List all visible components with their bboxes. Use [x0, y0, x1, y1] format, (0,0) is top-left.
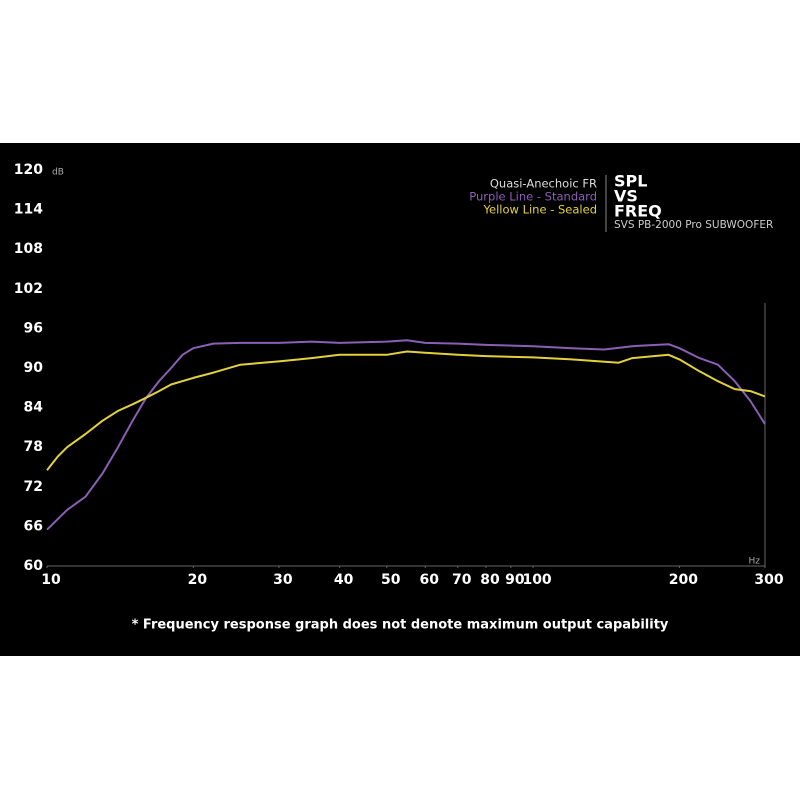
subtitle: SVS PB-2000 Pro SUBWOOFER — [614, 219, 773, 231]
y-tick-label: 108 — [14, 241, 43, 257]
y-tick-label: 78 — [24, 439, 43, 455]
y-tick-label: 60 — [24, 558, 44, 574]
y-tick-label: 120 — [14, 162, 43, 178]
footnote: * Frequency response graph does not deno… — [132, 618, 669, 633]
y-tick-label: 114 — [14, 202, 43, 218]
series-line — [46, 339, 766, 531]
x-tick-label: 50 — [381, 572, 401, 588]
y-tick-label: 90 — [24, 360, 44, 376]
series-line — [46, 350, 766, 471]
title-line: SPL — [614, 172, 647, 191]
x-tick-label: 200 — [669, 572, 698, 588]
x-tick-label: 20 — [188, 572, 208, 588]
y-tick-label: 84 — [24, 400, 44, 416]
x-tick-label: 90 — [505, 572, 525, 588]
y-tick-label: 96 — [24, 320, 43, 336]
y-tick-label: 102 — [14, 281, 43, 297]
title-line: VS — [614, 187, 638, 206]
x-tick-label: 70 — [452, 572, 472, 588]
title-line: FREQ — [614, 202, 662, 221]
x-tick-label: 80 — [480, 572, 500, 588]
x-unit: Hz — [749, 557, 761, 567]
y-tick-label: 66 — [24, 518, 43, 534]
x-tick-label: 60 — [420, 572, 440, 588]
x-tick-label: 40 — [334, 572, 354, 588]
x-tick-label: 100 — [522, 572, 551, 588]
x-tick-label: 300 — [754, 572, 783, 588]
x-tick-label: 30 — [273, 572, 293, 588]
legend-entry: Purple Line - Standard — [469, 190, 597, 204]
y-unit: dB — [52, 168, 64, 178]
legend-title: Quasi-Anechoic FR — [490, 177, 597, 191]
legend-entry: Yellow Line - Sealed — [483, 203, 597, 217]
y-tick-label: 72 — [24, 479, 43, 495]
chart-background — [0, 143, 800, 656]
x-tick-label: 10 — [41, 572, 61, 588]
